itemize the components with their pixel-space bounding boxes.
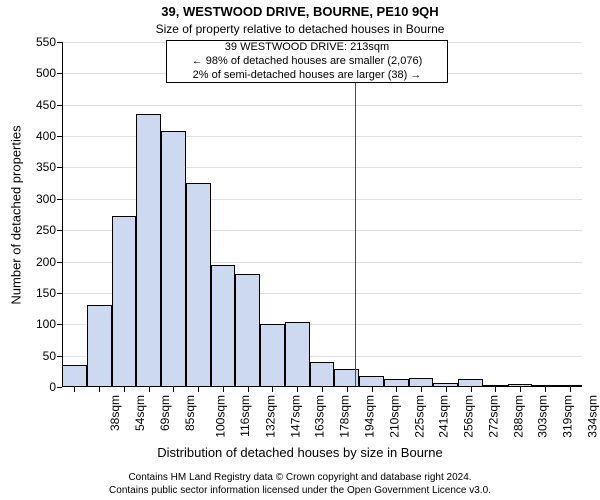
xtick-label: 38sqm bbox=[108, 395, 122, 431]
xtick-mark bbox=[471, 387, 472, 392]
xtick-mark bbox=[520, 387, 521, 392]
ytick-label: 200 bbox=[36, 255, 62, 269]
histogram-bar bbox=[161, 131, 186, 387]
histogram-bar bbox=[235, 274, 260, 387]
xtick-mark bbox=[223, 387, 224, 392]
xtick-mark bbox=[248, 387, 249, 392]
xtick-mark bbox=[124, 387, 125, 392]
xtick-mark bbox=[347, 387, 348, 392]
histogram-bar bbox=[87, 305, 112, 387]
xtick-label: 69sqm bbox=[158, 395, 172, 431]
y-axis-line bbox=[62, 42, 63, 387]
x-axis-line bbox=[62, 386, 582, 387]
ytick-label: 300 bbox=[36, 192, 62, 206]
annotation-line-2: ← 98% of detached houses are smaller (2,… bbox=[167, 55, 447, 69]
ytick-label: 450 bbox=[36, 98, 62, 112]
xtick-label: 54sqm bbox=[133, 395, 147, 431]
annotation-line-3: 2% of semi-detached houses are larger (3… bbox=[167, 69, 447, 83]
x-axis-title: Distribution of detached houses by size … bbox=[0, 445, 600, 460]
xtick-mark bbox=[396, 387, 397, 392]
xtick-mark bbox=[173, 387, 174, 392]
xtick-mark bbox=[99, 387, 100, 392]
footer-line-2: Contains public sector information licen… bbox=[0, 485, 600, 498]
xtick-mark bbox=[74, 387, 75, 392]
ytick-label: 550 bbox=[36, 35, 62, 49]
xtick-mark bbox=[421, 387, 422, 392]
marker-annotation: 39 WESTWOOD DRIVE: 213sqm ← 98% of detac… bbox=[166, 40, 448, 83]
page-title: 39, WESTWOOD DRIVE, BOURNE, PE10 9QH bbox=[0, 4, 600, 19]
histogram-bar bbox=[310, 362, 335, 387]
xtick-label: 85sqm bbox=[183, 395, 197, 431]
xtick-label: 334sqm bbox=[586, 395, 600, 438]
plot-inner: 05010015020025030035040045050055038sqm54… bbox=[62, 42, 582, 387]
xtick-mark bbox=[372, 387, 373, 392]
histogram-bar bbox=[260, 324, 285, 387]
xtick-mark bbox=[198, 387, 199, 392]
xtick-mark bbox=[495, 387, 496, 392]
xtick-label: 256sqm bbox=[462, 395, 476, 438]
xtick-mark bbox=[545, 387, 546, 392]
marker-line bbox=[355, 42, 356, 387]
histogram-bar bbox=[112, 216, 137, 387]
xtick-label: 303sqm bbox=[536, 395, 550, 438]
xtick-label: 116sqm bbox=[238, 395, 252, 437]
footer-attribution: Contains HM Land Registry data © Crown c… bbox=[0, 472, 600, 497]
histogram-bar bbox=[211, 265, 236, 387]
xtick-mark bbox=[446, 387, 447, 392]
xtick-label: 163sqm bbox=[313, 395, 327, 438]
ytick-label: 100 bbox=[36, 317, 62, 331]
histogram-plot: 05010015020025030035040045050055038sqm54… bbox=[62, 42, 582, 387]
xtick-label: 194sqm bbox=[363, 395, 377, 438]
xtick-mark bbox=[297, 387, 298, 392]
histogram-bar bbox=[186, 183, 211, 387]
ytick-label: 250 bbox=[36, 223, 62, 237]
xtick-label: 241sqm bbox=[437, 395, 451, 438]
ytick-label: 400 bbox=[36, 129, 62, 143]
histogram-bar bbox=[136, 114, 161, 387]
page-subtitle: Size of property relative to detached ho… bbox=[0, 22, 600, 36]
xtick-label: 100sqm bbox=[214, 395, 228, 438]
xtick-label: 272sqm bbox=[487, 395, 501, 438]
xtick-mark bbox=[570, 387, 571, 392]
xtick-mark bbox=[272, 387, 273, 392]
y-axis-title: Number of detached properties bbox=[9, 125, 24, 304]
xtick-label: 132sqm bbox=[264, 395, 278, 438]
ytick-label: 500 bbox=[36, 66, 62, 80]
gridline bbox=[62, 105, 582, 106]
ytick-label: 50 bbox=[43, 349, 62, 363]
ytick-label: 0 bbox=[49, 380, 62, 394]
histogram-bar bbox=[285, 322, 310, 387]
xtick-label: 178sqm bbox=[338, 395, 352, 438]
annotation-line-1: 39 WESTWOOD DRIVE: 213sqm bbox=[167, 41, 447, 55]
xtick-label: 225sqm bbox=[412, 395, 426, 438]
ytick-label: 350 bbox=[36, 160, 62, 174]
footer-line-1: Contains HM Land Registry data © Crown c… bbox=[0, 472, 600, 485]
xtick-label: 319sqm bbox=[561, 395, 575, 438]
xtick-mark bbox=[322, 387, 323, 392]
xtick-mark bbox=[149, 387, 150, 392]
xtick-label: 210sqm bbox=[387, 395, 401, 438]
histogram-bar bbox=[62, 365, 87, 387]
xtick-label: 147sqm bbox=[288, 395, 302, 438]
xtick-label: 288sqm bbox=[511, 395, 525, 438]
ytick-label: 150 bbox=[36, 286, 62, 300]
